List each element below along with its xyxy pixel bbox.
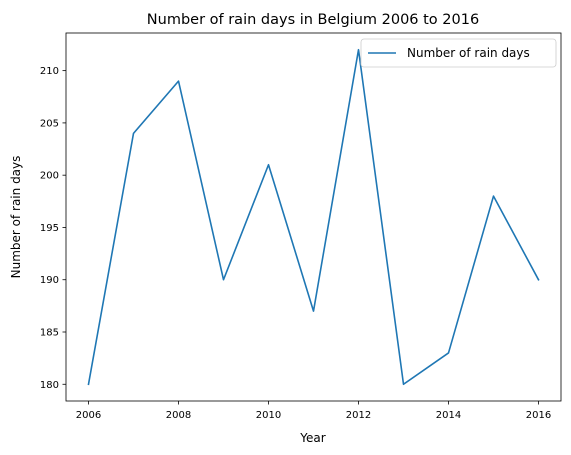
y-tick-label: 210 [40,66,59,77]
x-tick-label: 2006 [76,410,101,421]
legend-box [360,38,557,68]
y-tick-label: 200 [40,171,59,182]
y-tick-label: 205 [40,118,59,129]
legend: Number of rain days [360,38,557,68]
chart-title: Number of rain days in Belgium 2006 to 2… [147,12,479,28]
y-axis-ticks: 180 185 190 195 200 205 210 [40,66,66,391]
x-tick-label: 2008 [166,410,191,421]
x-axis-ticks: 2006 2008 2010 2012 2014 2016 [76,401,551,421]
x-tick-label: 2010 [256,410,281,421]
legend-label: Number of rain days [407,46,530,60]
y-tick-label: 185 [40,328,59,339]
plot-area [66,33,561,401]
y-tick-label: 190 [40,275,59,286]
y-tick-label: 195 [40,223,59,234]
x-tick-label: 2012 [346,410,371,421]
plot-frame [65,32,562,402]
series-line-rain-days [87,48,540,386]
y-tick-label: 180 [40,380,59,391]
x-tick-label: 2014 [436,410,461,421]
x-axis-label: Year [299,431,325,445]
x-tick-label: 2016 [526,410,551,421]
y-axis-label: Number of rain days [9,156,23,279]
